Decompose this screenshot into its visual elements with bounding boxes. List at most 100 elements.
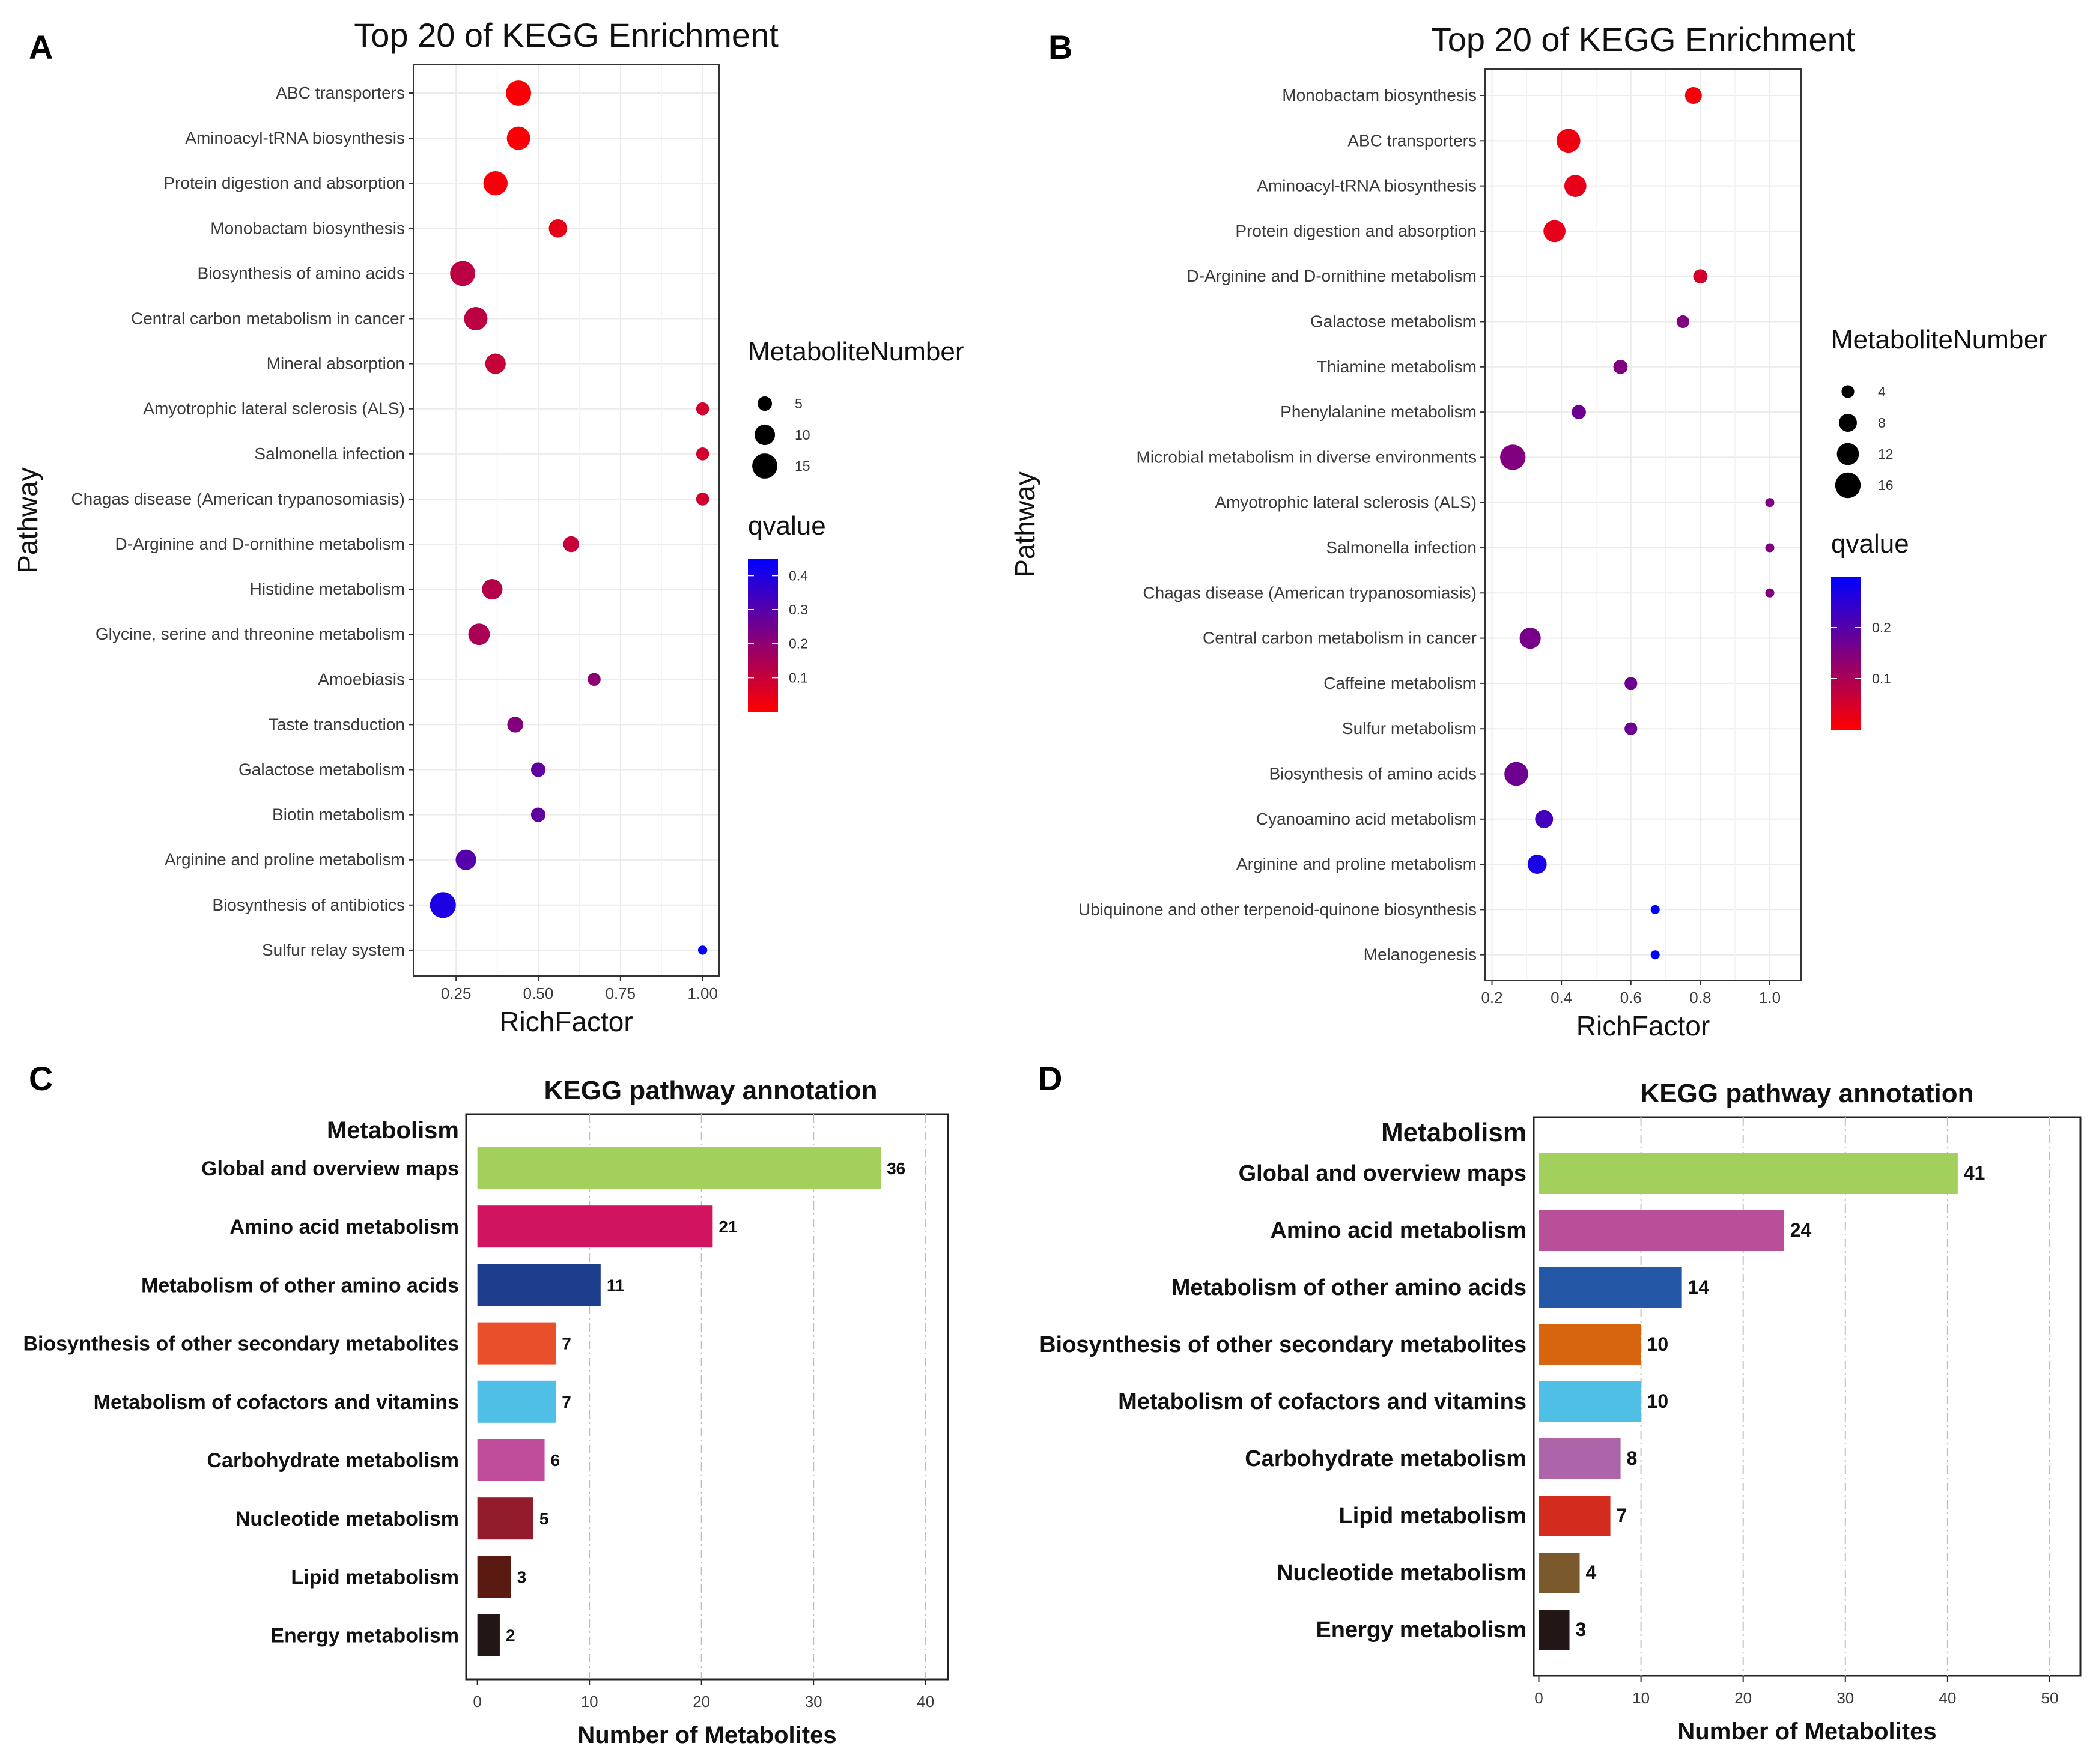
color-legend-gradient xyxy=(1831,653,1861,659)
bubble-point xyxy=(450,261,476,286)
color-legend-gradient xyxy=(748,671,778,677)
color-legend-gradient xyxy=(748,625,778,631)
bar-value-label: 7 xyxy=(1617,1505,1627,1526)
color-legend-gradient xyxy=(1831,617,1861,623)
pathway-label: Salmonella infection xyxy=(254,444,405,463)
x-tick-label: 0.6 xyxy=(1620,989,1642,1007)
pathway-label: Amyotrophic lateral sclerosis (ALS) xyxy=(143,399,405,418)
x-axis-title: RichFactor xyxy=(499,1006,633,1037)
bar-value-label: 11 xyxy=(607,1276,625,1294)
x-tick-label: 30 xyxy=(1836,1689,1854,1707)
color-legend-title: qvalue xyxy=(748,511,826,541)
color-legend-label: 0.2 xyxy=(1872,620,1891,635)
pathway-label: D-Arginine and D-ornithine metabolism xyxy=(1187,267,1477,285)
bubble-point xyxy=(1519,628,1541,649)
bubble-point xyxy=(697,945,708,955)
bar-value-label: 10 xyxy=(1647,1390,1669,1412)
color-legend-gradient xyxy=(1831,612,1861,618)
pathway-label: Aminoacyl-tRNA biosynthesis xyxy=(1257,177,1477,195)
pathway-label: Chagas disease (American trypanosomiasis… xyxy=(1143,583,1477,602)
bar xyxy=(477,1205,713,1248)
x-tick-label: 0.2 xyxy=(1481,989,1502,1007)
pathway-label: Central carbon metabolism in cancer xyxy=(131,309,405,328)
bubble-point xyxy=(482,579,503,600)
x-tick-label: 10 xyxy=(581,1693,598,1711)
x-tick-label: 0.8 xyxy=(1689,989,1711,1007)
color-legend-gradient xyxy=(748,630,778,636)
bar-category-label: Lipid metabolism xyxy=(291,1566,459,1589)
size-legend-label: 10 xyxy=(795,427,810,443)
pathway-label: Biosynthesis of amino acids xyxy=(1269,765,1477,783)
panel-d-bar-chart: 0 10 20 30 40 50 41 Global and overview maps 24 A… xyxy=(1039,1079,2082,1745)
bar-value-label: 21 xyxy=(718,1217,737,1236)
bubble-point xyxy=(1624,677,1638,690)
bar xyxy=(1539,1553,1580,1593)
size-legend-label: 4 xyxy=(1878,384,1886,399)
color-legend-gradient xyxy=(1831,632,1861,638)
bar-category-label: Energy metabolism xyxy=(1316,1617,1526,1643)
bubble-point xyxy=(1613,359,1628,374)
bubble-point xyxy=(696,493,709,506)
color-legend-gradient xyxy=(1831,602,1861,608)
bar-value-label: 3 xyxy=(1576,1619,1587,1640)
x-tick-label: 0.75 xyxy=(606,984,636,1002)
plot-border xyxy=(413,64,720,977)
color-legend-gradient xyxy=(748,661,778,667)
size-legend-key xyxy=(1836,443,1859,465)
bubble-point xyxy=(1564,175,1587,197)
bubble-point xyxy=(1535,810,1554,828)
color-legend-gradient xyxy=(1831,622,1861,628)
pathway-label: Sulfur relay system xyxy=(262,941,405,959)
pathway-label: Caffeine metabolism xyxy=(1323,674,1477,693)
color-legend-gradient xyxy=(1831,607,1861,613)
color-legend-label: 0.1 xyxy=(1872,671,1891,687)
pathway-label: Histidine metabolism xyxy=(250,580,405,598)
x-tick-label: 20 xyxy=(693,1693,710,1711)
bar-value-label: 7 xyxy=(562,1335,571,1353)
color-legend-label: 0.4 xyxy=(789,568,808,583)
bubble-point xyxy=(1765,543,1775,553)
bubble-point xyxy=(1765,588,1775,598)
panel-letter-c: C xyxy=(29,1059,53,1097)
pathway-label: Microbial metabolism in diverse environm… xyxy=(1137,447,1477,466)
color-legend-gradient xyxy=(1831,577,1861,583)
color-legend-gradient xyxy=(748,706,778,712)
size-legend-key xyxy=(752,453,777,479)
pathway-label: Central carbon metabolism in cancer xyxy=(1203,629,1477,647)
size-legend-key xyxy=(1839,414,1857,432)
x-tick-label: 40 xyxy=(917,1693,934,1711)
pathway-label: Salmonella infection xyxy=(1326,538,1477,557)
x-tick-label: 1.0 xyxy=(1759,989,1781,1007)
pathway-label: Biosynthesis of antibiotics xyxy=(212,896,405,914)
bar-value-label: 4 xyxy=(1586,1562,1597,1583)
bar xyxy=(477,1380,556,1423)
pathway-label: Chagas disease (American trypanosomiasis… xyxy=(71,489,405,508)
bar xyxy=(477,1556,511,1598)
pathway-label: D-Arginine and D-ornithine metabolism xyxy=(115,535,405,553)
bar-category-label: Nucleotide metabolism xyxy=(235,1508,459,1530)
bubble-point xyxy=(548,219,568,238)
category-group-label: Metabolism xyxy=(327,1117,459,1144)
pathway-label: Ubiquinone and other terpenoid-quinone b… xyxy=(1078,900,1477,918)
color-legend-gradient xyxy=(748,665,778,671)
color-legend-gradient xyxy=(1831,628,1861,634)
bar-value-label: 24 xyxy=(1790,1219,1812,1241)
pathway-label: Biotin metabolism xyxy=(272,805,405,824)
bubble-point xyxy=(696,447,709,461)
chart-title: KEGG pathway annotation xyxy=(544,1076,878,1105)
bar-value-label: 3 xyxy=(517,1568,527,1586)
bar-category-label: Metabolism of other amino acids xyxy=(1171,1275,1526,1300)
plot-background xyxy=(1485,69,1801,980)
bubble-point xyxy=(1765,498,1775,508)
color-legend-gradient xyxy=(1831,704,1861,710)
panel-b-bubble-chart: 0.2 0.4 0.6 0.8 1.0 Monobactam biosynthesis AB… xyxy=(1009,20,2047,1041)
bar-category-label: Carbohydrate metabolism xyxy=(1245,1446,1526,1472)
bubble-point xyxy=(696,402,709,416)
x-axis-title: Number of Metabolites xyxy=(577,1722,836,1748)
bubble-point xyxy=(1684,86,1702,105)
color-legend-label: 0.1 xyxy=(789,670,808,685)
bubble-point xyxy=(506,126,530,150)
bar-category-label: Metabolism of other amino acids xyxy=(141,1274,459,1297)
